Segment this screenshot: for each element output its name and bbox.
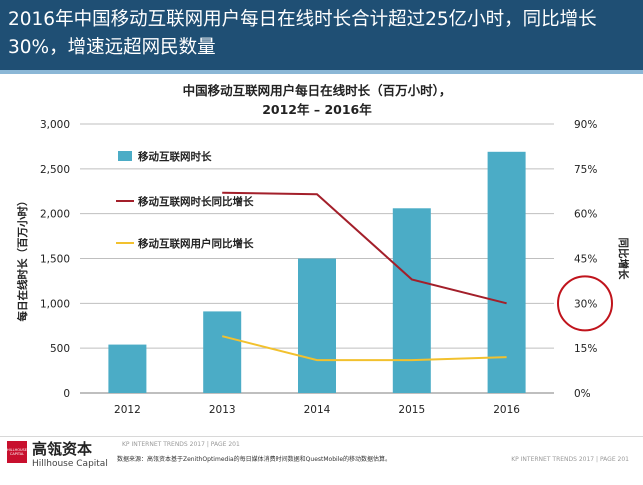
- page-title: 2016年中国移动互联网用户每日在线时长合计超过25亿小时，同比增长30%，增速…: [8, 9, 597, 58]
- y-tick-label: 2,000: [40, 209, 70, 221]
- y-tick-label: 1,000: [40, 298, 70, 310]
- legend-entry: 移动互联网用户同比增长: [138, 237, 254, 250]
- data-source-note: 数据来源：高瓴资本基于ZenithOptimedia的每日媒体消费时间数据和Qu…: [117, 456, 392, 463]
- x-tick-label: 2012: [114, 404, 141, 416]
- line-series-1: [222, 191, 507, 305]
- legend-swatch-bar: [118, 151, 132, 161]
- title-banner: 2016年中国移动互联网用户每日在线时长合计超过25亿小时，同比增长30%，增速…: [0, 0, 643, 70]
- y2-tick-label: 45%: [574, 254, 597, 266]
- title-divider: [0, 70, 643, 74]
- x-tick-label: 2014: [304, 404, 331, 416]
- bar-2014: [298, 258, 336, 393]
- legend-entry: 移动互联网时长: [138, 150, 212, 163]
- x-tick-label: 2013: [209, 404, 236, 416]
- y2-tick-label: 60%: [574, 209, 597, 221]
- footer-divider: [0, 436, 643, 437]
- y2-tick-label: 75%: [574, 164, 597, 176]
- logo-mark-text: HILLHOUSE CAPITAL: [7, 448, 27, 456]
- chart-subtitle: 2012年 – 2016年: [262, 102, 372, 117]
- x-tick-label: 2016: [493, 404, 520, 416]
- line-series-2: [221, 335, 507, 362]
- y-tick-label: 2,500: [40, 164, 70, 176]
- company-name-cn: 高瓴资本: [32, 440, 93, 458]
- y2-tick-label: 15%: [574, 343, 597, 355]
- watermark-left: KP INTERNET TRENDS 2017 | PAGE 201: [122, 441, 240, 448]
- chart: 中国移动互联网用户每日在线时长（百万小时）， 2012年 – 2016年 0 0% 50…: [16, 83, 630, 416]
- x-tick-label: 2015: [398, 404, 425, 416]
- bar-2013: [203, 311, 242, 393]
- bar-2016: [487, 151, 526, 393]
- bar-2015: [392, 208, 431, 393]
- y-tick-label: 500: [50, 343, 70, 355]
- y-tick-label: 3,000: [40, 119, 70, 131]
- highlight-circle: [557, 275, 613, 332]
- y2-tick-label: 90%: [574, 119, 597, 131]
- y2-tick-label: 0%: [574, 388, 591, 400]
- watermark-right: KP INTERNET TRENDS 2017 | PAGE 201: [511, 456, 629, 463]
- y-tick-label: 0: [63, 388, 70, 400]
- legend-entry: 移动互联网时长同比增长: [138, 195, 254, 208]
- y-axis-title: 每日在线时长（百万小时）: [16, 196, 29, 322]
- y2-tick-label: 30%: [574, 298, 597, 310]
- bar-2012: [108, 344, 147, 393]
- hillhouse-logo-mark: HILLHOUSE CAPITAL: [7, 441, 27, 463]
- y2-axis-title: 同比增长: [617, 238, 630, 280]
- company-name-en: Hillhouse Capital: [32, 459, 108, 469]
- chart-title: 中国移动互联网用户每日在线时长（百万小时），: [183, 83, 452, 98]
- y-tick-label: 1,500: [40, 254, 70, 266]
